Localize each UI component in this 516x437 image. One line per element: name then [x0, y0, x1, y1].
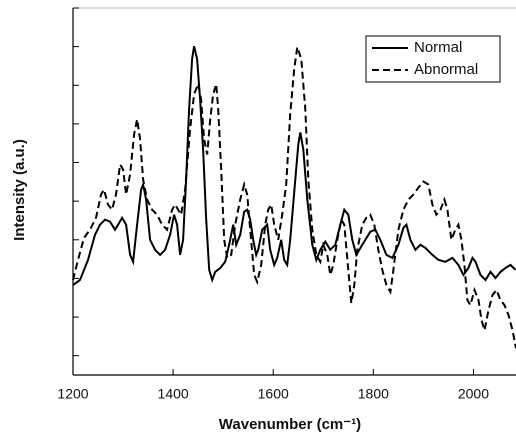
legend-box	[365, 35, 501, 83]
legend-label: Abnormal	[414, 61, 478, 78]
x-tick-label: 1800	[358, 386, 389, 402]
x-axis-label: Wavenumber (cm⁻¹)	[219, 416, 361, 433]
data-line	[72, 45, 516, 286]
x-tick-label: 2000	[458, 386, 489, 402]
x-tick-label: 1600	[258, 386, 289, 402]
y-axis-label: Intensity (a.u.)	[11, 139, 28, 241]
data-line	[72, 46, 516, 349]
legend-label: Normal	[414, 39, 462, 56]
x-tick-label: 1400	[158, 386, 189, 402]
x-tick-label: 1200	[57, 386, 88, 402]
